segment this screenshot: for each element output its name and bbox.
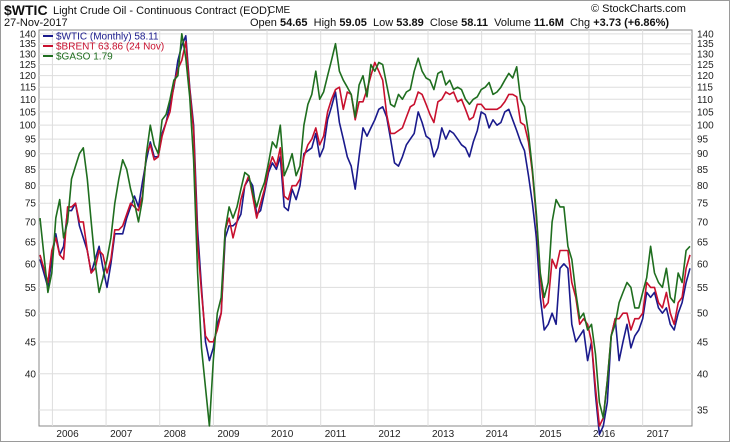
- y-tick-label-left: 55: [25, 283, 37, 294]
- y-tick-label-right: 65: [697, 238, 709, 249]
- y-tick-label-left: 130: [19, 49, 36, 60]
- y-tick-label-right: 110: [697, 95, 713, 106]
- y-tick-label-right: 95: [697, 135, 709, 146]
- y-tick-label-right: 90: [697, 149, 709, 160]
- price-stats: Open 54.65 High 59.05 Low 53.89 Close 58…: [250, 17, 669, 29]
- y-tick-label-right: 100: [697, 121, 714, 132]
- close-label: Close: [429, 17, 459, 29]
- legend-label-wtic: $WTIC (Monthly) 58.11: [56, 32, 159, 43]
- y-tick-label-left: 90: [25, 149, 37, 160]
- y-tick-label-left: 60: [25, 259, 37, 270]
- y-tick-label-right: 35: [697, 406, 709, 417]
- y-tick-label-right: 130: [697, 49, 714, 60]
- y-tick-label-right: 120: [697, 71, 714, 82]
- instrument-name: Light Crude Oil - Continuous Contract (E…: [53, 5, 271, 17]
- y-tick-label-left: 135: [19, 39, 36, 50]
- y-tick-label-right: 40: [697, 369, 709, 380]
- x-tick-label: 2007: [110, 429, 133, 440]
- y-tick-label-left: 110: [20, 95, 36, 106]
- y-tick-label-right: 80: [697, 181, 709, 192]
- legend-label-gaso: $GASO 1.79: [56, 52, 113, 63]
- copyright-label: © StockCharts.com: [591, 3, 686, 15]
- y-tick-label-left: 120: [19, 71, 36, 82]
- series-line-brent: [39, 40, 691, 427]
- y-tick-label-left: 65: [25, 238, 37, 249]
- x-tick-label: 2015: [539, 429, 562, 440]
- y-tick-label-left: 70: [25, 217, 37, 228]
- volume-label: Volume: [494, 17, 531, 29]
- y-tick-label-left: 40: [25, 369, 37, 380]
- high-label: High: [313, 17, 337, 29]
- x-tick-label: 2011: [325, 429, 347, 440]
- y-tick-label-left: 85: [25, 165, 37, 176]
- x-tick-label: 2013: [432, 429, 455, 440]
- y-tick-label-left: 45: [25, 337, 37, 348]
- y-tick-label-right: 45: [697, 337, 709, 348]
- y-tick-label-left: 125: [19, 60, 36, 71]
- y-tick-label-right: 75: [697, 199, 709, 210]
- date-label: 27-Nov-2017: [4, 17, 68, 29]
- y-tick-label-right: 85: [697, 165, 709, 176]
- y-tick-label-right: 115: [697, 83, 713, 94]
- x-tick-label: 2006: [56, 429, 79, 440]
- chg-label: Chg: [569, 17, 591, 29]
- y-tick-label-left: 75: [25, 199, 37, 210]
- y-tick-label-right: 70: [697, 217, 709, 228]
- low-value: 53.89: [396, 17, 424, 29]
- low-label: Low: [372, 17, 394, 29]
- x-tick-label: 2016: [593, 429, 616, 440]
- y-tick-label-left: 95: [25, 135, 37, 146]
- y-tick-label-left: 140: [19, 29, 36, 40]
- y-tick-label-left: 50: [25, 309, 37, 320]
- x-tick-label: 2010: [271, 429, 294, 440]
- y-tick-label-right: 55: [697, 283, 709, 294]
- x-tick-label: 2017: [647, 429, 670, 440]
- y-tick-label-right: 125: [697, 60, 714, 71]
- chg-value: +3.73 (+6.86%): [593, 17, 670, 29]
- y-tick-label-right: 140: [697, 29, 714, 40]
- y-tick-label-right: 60: [697, 259, 709, 270]
- symbol-title: $WTIC: [4, 2, 48, 18]
- y-tick-label-left: 100: [19, 121, 36, 132]
- y-tick-label-left: 80: [25, 181, 37, 192]
- exchange-label: CME: [268, 5, 291, 16]
- close-value: 58.11: [461, 17, 488, 29]
- volume-value: 11.6M: [533, 17, 564, 29]
- y-tick-label-right: 105: [697, 107, 714, 118]
- x-tick-label: 2009: [217, 429, 240, 440]
- y-tick-label-left: 115: [20, 83, 36, 94]
- high-value: 59.05: [339, 17, 367, 29]
- open-label: Open: [250, 17, 277, 29]
- x-tick-label: 2012: [378, 429, 401, 440]
- y-tick-label-right: 135: [697, 39, 714, 50]
- legend-label-brent: $BRENT 63.86 (24 Nov): [56, 42, 164, 53]
- series-line-gaso: [39, 32, 691, 427]
- y-tick-label-right: 50: [697, 309, 709, 320]
- y-tick-label-left: 105: [19, 107, 36, 118]
- open-value: 54.65: [279, 17, 308, 29]
- x-tick-label: 2008: [164, 429, 187, 440]
- x-tick-label: 2014: [486, 429, 509, 440]
